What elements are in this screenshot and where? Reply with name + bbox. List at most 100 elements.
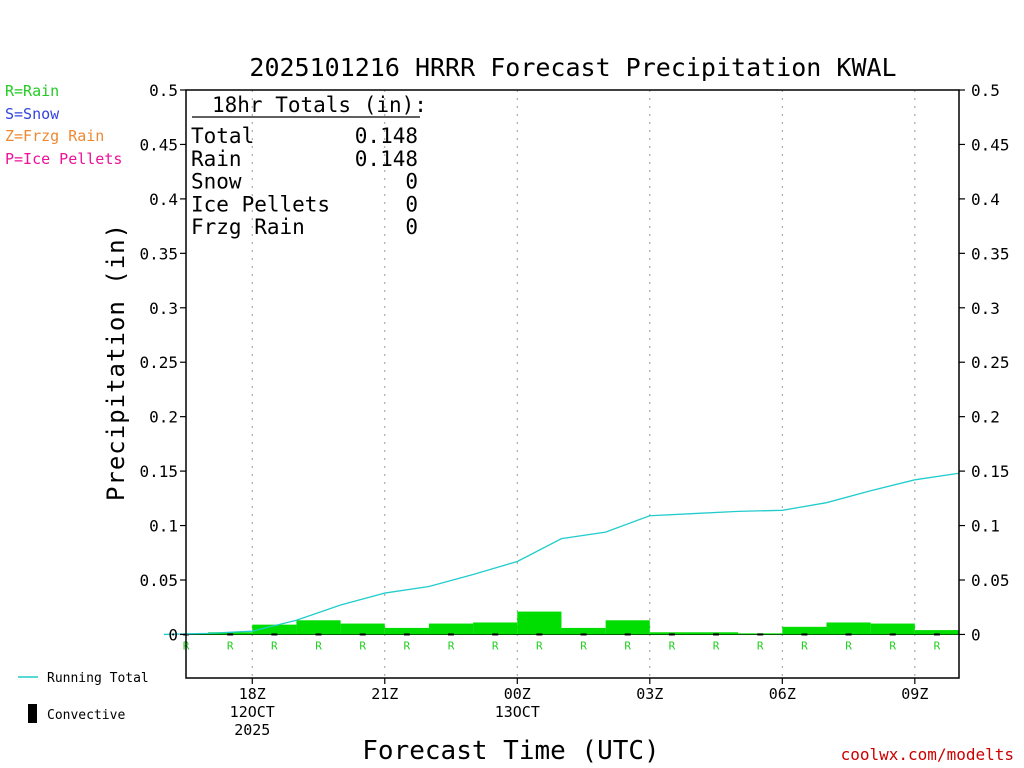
y-axis-right: 0 0.05 0.1 0.15 0.2 0.25 0.3 0.35 0.4 0.45 0.5 xyxy=(959,81,1010,644)
type-legend-item: R=Rain xyxy=(5,82,60,100)
precip-type-label: R xyxy=(624,639,631,652)
convective-legend-swatch xyxy=(28,704,37,723)
convective-bar xyxy=(713,633,720,636)
precip-type-label: R xyxy=(359,639,366,652)
totals-row-value: 0.148 xyxy=(355,147,418,171)
credit-text: coolwx.com/modelts xyxy=(840,745,1014,764)
y-axis-left: 0 0.05 0.1 0.15 0.2 0.25 0.3 0.35 0.4 0.45 0.5 xyxy=(139,81,186,644)
totals-row-value: 0 xyxy=(405,192,418,216)
convective-bar xyxy=(448,633,455,636)
plot-frame xyxy=(185,89,960,679)
precip-type-label: R xyxy=(889,639,896,652)
y-tick-label-right: 0.35 xyxy=(971,244,1010,263)
y-tick-label-left: 0.35 xyxy=(139,244,178,263)
precip-bar xyxy=(914,630,959,635)
convective-bar xyxy=(492,633,499,636)
x-tick-label: 00Z xyxy=(504,685,531,703)
y-tick-label-left: 0.25 xyxy=(139,353,178,372)
y-tick-label-left: 0.1 xyxy=(149,517,178,536)
y-tick-label-left: 0 xyxy=(168,625,178,644)
convective-bars xyxy=(183,633,940,636)
y-tick-label-right: 0.5 xyxy=(971,81,1000,100)
convective-bar xyxy=(845,633,852,636)
precip-type-label: R xyxy=(315,639,322,652)
y-tick-label-left: 0.4 xyxy=(149,190,178,209)
y-axis-label: Precipitation (in) xyxy=(102,223,130,501)
convective-bar xyxy=(668,633,675,636)
totals-row-label: Snow xyxy=(191,170,242,194)
precip-type-label: R xyxy=(404,639,411,652)
precip-bar xyxy=(384,627,429,635)
convective-bar xyxy=(315,633,322,636)
grid-lines xyxy=(186,90,959,678)
precip-bar xyxy=(517,611,562,635)
totals-row-label: Total xyxy=(191,124,254,148)
convective-bar xyxy=(227,633,234,636)
type-legend-item: S=Snow xyxy=(5,104,60,123)
totals-row-label: Ice Pellets xyxy=(191,192,330,216)
totals-box: 18hr Totals (in): Total 0.148 Rain 0.148 Sno… xyxy=(191,93,427,239)
x-tick-label: 06Z xyxy=(769,685,796,703)
convective-bar xyxy=(933,633,940,636)
y-tick-label-right: 0.45 xyxy=(971,135,1010,154)
convective-bar xyxy=(889,633,896,636)
convective-bar xyxy=(271,633,278,636)
y-tick-label-right: 0.15 xyxy=(971,462,1010,481)
convective-legend-label: Convective xyxy=(47,708,125,723)
totals-row-value: 0.148 xyxy=(355,124,418,148)
totals-header: 18hr Totals (in): xyxy=(212,93,427,117)
x-tick-label: 09Z xyxy=(901,685,928,703)
x-tick-label: 21Z xyxy=(371,685,398,703)
precip-type-label: R xyxy=(801,639,808,652)
x-axis-label: Forecast Time (UTC) xyxy=(362,736,659,766)
precip-type-label: R xyxy=(448,639,455,652)
precip-bar xyxy=(782,626,827,635)
precip-type-label: R xyxy=(580,639,587,652)
precip-type-label: R xyxy=(669,639,676,652)
x-tick-label: 18Z xyxy=(239,685,266,703)
precip-type-label: R xyxy=(536,639,543,652)
precip-type-label: R xyxy=(227,639,234,652)
x-tick-label: 2025 xyxy=(234,721,270,739)
precip-type-label: R xyxy=(934,639,941,652)
precip-bar xyxy=(473,622,518,635)
precip-bar xyxy=(826,622,871,635)
convective-bar xyxy=(757,633,764,636)
convective-bar xyxy=(359,633,366,636)
precip-type-label: R xyxy=(271,639,278,652)
x-tick-label: 03Z xyxy=(636,685,663,703)
type-legend-item: Z=Frzg Rain xyxy=(5,127,105,145)
y-tick-label-left: 0.2 xyxy=(149,408,178,427)
y-tick-label-left: 0.45 xyxy=(139,135,178,154)
precip-bar xyxy=(428,623,474,635)
x-tick-label: 12OCT xyxy=(230,703,275,721)
precip-bar xyxy=(296,620,341,635)
running-total-legend-label: Running Total xyxy=(47,671,149,686)
running-total-series xyxy=(163,472,960,636)
y-tick-label-left: 0.5 xyxy=(149,81,178,100)
precip-type-label: R xyxy=(845,639,852,652)
convective-bar xyxy=(624,633,631,636)
running-total-line xyxy=(163,472,960,636)
precip-bar xyxy=(649,632,694,635)
y-tick-label-right: 0.4 xyxy=(971,190,1000,209)
precip-bar xyxy=(340,623,385,635)
y-tick-label-left: 0.3 xyxy=(149,299,178,318)
y-tick-label-right: 0.25 xyxy=(971,353,1010,372)
precip-bar xyxy=(870,623,915,635)
series-legend: Running Total Convective xyxy=(18,671,149,723)
y-tick-label-left: 0.15 xyxy=(139,462,178,481)
precip-type-label: R xyxy=(757,639,764,652)
totals-row-label: Frzg Rain xyxy=(191,215,305,239)
convective-bar xyxy=(536,633,543,636)
x-tick-label: 13OCT xyxy=(495,703,540,721)
precip-bar xyxy=(693,632,739,635)
precip-bar xyxy=(561,627,606,635)
totals-row-label: Rain xyxy=(191,147,242,171)
precip-type-label: R xyxy=(492,639,499,652)
convective-bar xyxy=(801,633,808,636)
totals-row-value: 0 xyxy=(405,170,418,194)
